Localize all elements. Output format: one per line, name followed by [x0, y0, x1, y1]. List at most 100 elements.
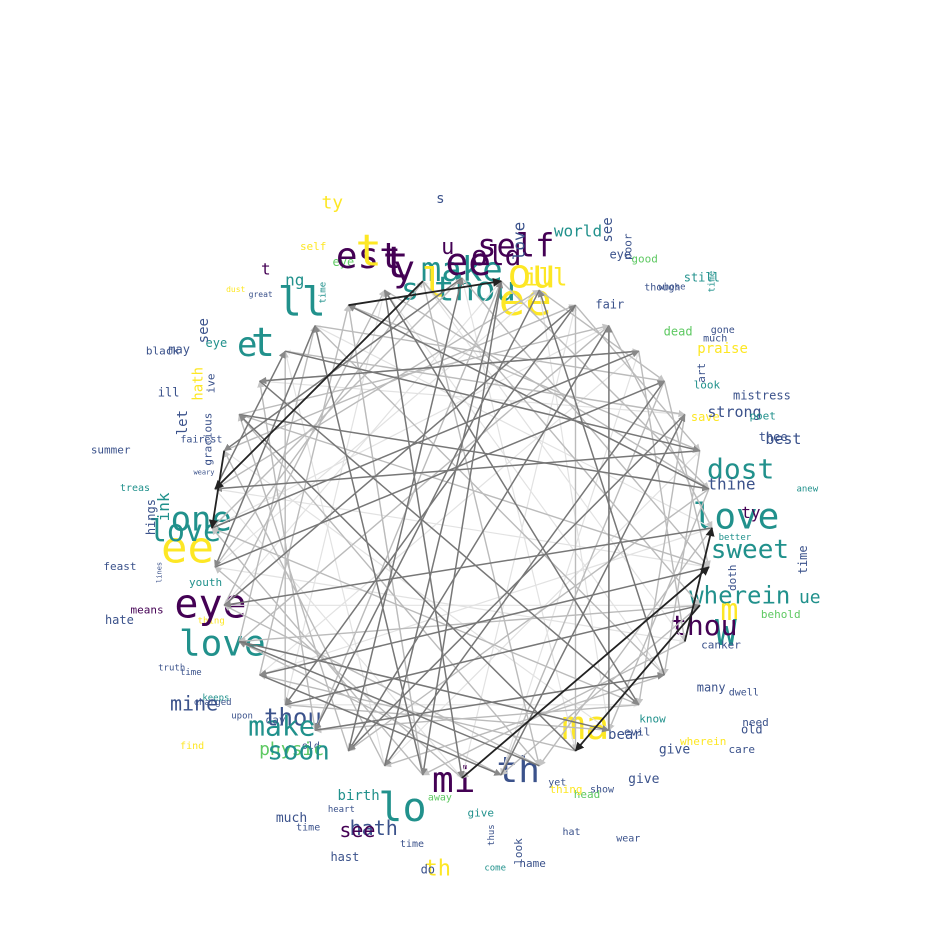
word-gracious: gracious — [202, 413, 215, 466]
edge-arrow — [214, 289, 540, 490]
edge-arrow — [208, 450, 226, 529]
word-wherein: wherein — [689, 582, 790, 610]
edge-arrow — [239, 640, 610, 733]
word-ive: ive — [204, 373, 217, 393]
edge-arrow — [314, 704, 639, 734]
edge-arrow — [237, 413, 350, 752]
word-look: look — [694, 378, 721, 391]
edge-arrow — [422, 640, 686, 776]
word-give: give — [659, 742, 690, 757]
word-m: m — [720, 593, 738, 628]
word-poet: poet — [749, 410, 776, 423]
word-hings: hings — [144, 499, 158, 535]
word-t: t — [382, 237, 409, 288]
word-e: e — [237, 325, 257, 365]
word-ng: ng — [285, 270, 304, 289]
word-youth: youth — [189, 576, 222, 589]
edge-arrow — [238, 325, 610, 643]
word-est: est — [336, 236, 401, 277]
word-weary: weary — [193, 468, 214, 476]
word-self: self — [477, 227, 554, 265]
word-dust: dust — [226, 285, 245, 294]
word-s: s — [436, 191, 444, 207]
word-give: give — [628, 772, 659, 787]
word-time: time — [318, 282, 328, 304]
word-head: head — [574, 788, 601, 801]
word-hath: hath — [350, 816, 398, 840]
edge-arrow — [259, 672, 576, 752]
edge-arrow — [346, 304, 424, 776]
edge-arrow — [259, 380, 640, 706]
edge-arrow — [285, 350, 701, 453]
edge-arrow — [258, 350, 639, 385]
word-hast: hast — [330, 850, 359, 864]
edge-arrow — [259, 526, 713, 676]
word-know: know — [639, 713, 666, 726]
word-y: y — [393, 249, 415, 290]
edge-arrow — [238, 640, 540, 767]
edge-arrow — [348, 304, 701, 452]
word-find: find — [180, 741, 204, 752]
word-love: love — [510, 222, 529, 261]
edge-arrow — [284, 701, 609, 731]
word-name: name — [519, 857, 546, 870]
edge-arrow — [608, 325, 713, 529]
edge-arrow — [347, 304, 710, 490]
edge-arrow — [214, 350, 286, 490]
word-show: show — [590, 784, 615, 795]
word-ue: ue — [799, 587, 821, 608]
word-feast: feast — [103, 560, 136, 573]
edge-arrow — [422, 280, 542, 767]
edge-arrow — [347, 413, 686, 752]
word-much: much — [703, 334, 727, 345]
word-t: t — [356, 225, 383, 276]
word-evil: evil — [624, 726, 651, 739]
network-edges — [208, 277, 715, 779]
word-world: world — [554, 221, 602, 240]
word-save: save — [691, 410, 720, 424]
word-summer: summer — [91, 444, 131, 457]
word-time: time — [796, 545, 810, 574]
edge-arrow — [238, 413, 540, 767]
word-good: good — [631, 252, 658, 265]
edge-arrow — [574, 604, 701, 752]
word-great: great — [249, 290, 273, 299]
word-see: see — [600, 217, 616, 242]
word-keeps: keeps — [202, 694, 229, 704]
edge-arrow — [284, 351, 387, 767]
edge-arrow — [223, 304, 577, 606]
word-much: much — [276, 811, 307, 826]
word-physic: physic — [259, 739, 324, 760]
word-dwell: dwell — [729, 687, 759, 698]
edge-arrow — [223, 527, 713, 608]
word-do: do — [421, 863, 435, 877]
word-ink: ink — [154, 492, 173, 521]
edge-arrow — [537, 289, 666, 676]
word-old: old — [302, 741, 320, 752]
word-thee: thee — [759, 430, 788, 444]
edge-arrow — [314, 325, 665, 676]
edge-arrow — [422, 280, 701, 606]
word-ill: ill — [524, 263, 567, 291]
edge-arrow — [211, 350, 640, 529]
edge-arrow — [384, 380, 665, 767]
edge-arrow — [500, 380, 665, 776]
word-hat: hat — [562, 827, 580, 838]
word-though: though — [644, 283, 680, 294]
edge-arrow — [661, 450, 701, 676]
edge-arrow — [313, 324, 424, 776]
word-let: let — [175, 410, 191, 435]
word-canker: canker — [701, 638, 741, 651]
word-old: old — [741, 722, 763, 736]
word-wherein: wherein — [680, 735, 726, 748]
word-t: t — [251, 320, 275, 366]
edge-arrow — [314, 672, 666, 732]
word-th: th — [425, 856, 452, 881]
edge-arrow — [257, 380, 316, 731]
word-sweet: sweet — [711, 535, 789, 565]
edge-arrow — [259, 378, 685, 416]
edge-arrow — [259, 674, 502, 776]
edge-arrow — [239, 323, 610, 416]
word-care: care — [729, 743, 756, 756]
word-time: time — [400, 839, 424, 850]
